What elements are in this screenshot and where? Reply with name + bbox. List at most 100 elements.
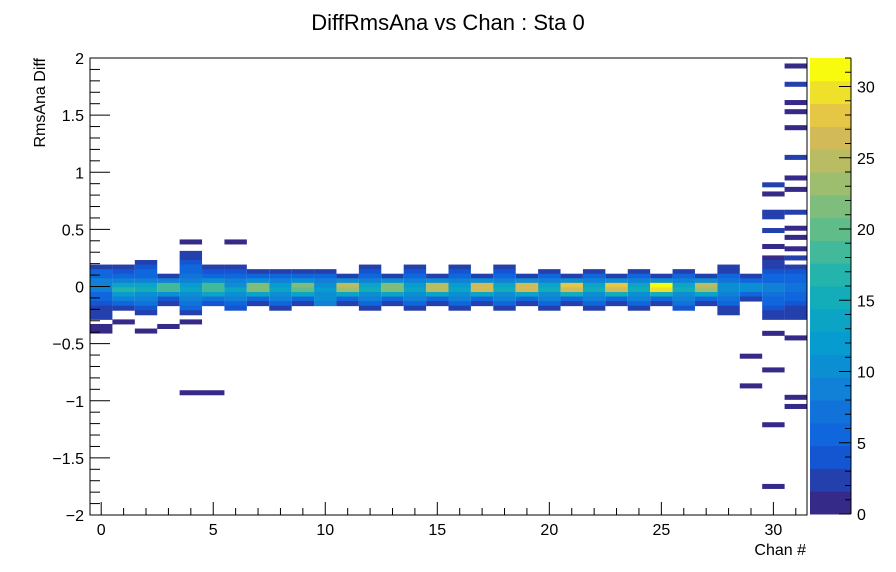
heatmap-cell bbox=[314, 269, 337, 275]
heatmap-cell bbox=[650, 287, 673, 293]
heatmap-cell bbox=[493, 273, 516, 279]
y-tick-label: 0.5 bbox=[62, 222, 84, 239]
heatmap-cell bbox=[694, 282, 718, 288]
heatmap-cell bbox=[448, 282, 471, 288]
heatmap-cell bbox=[448, 301, 471, 307]
heatmap-cell bbox=[112, 296, 135, 302]
heatmap-cell bbox=[762, 259, 785, 266]
heatmap-cell bbox=[90, 328, 113, 334]
heatmap-cell bbox=[314, 282, 337, 288]
heatmap-cell bbox=[762, 296, 785, 302]
heatmap-cell bbox=[157, 291, 180, 298]
heatmap-cell bbox=[784, 291, 807, 298]
heatmap-cell bbox=[291, 269, 315, 275]
heatmap-cell bbox=[291, 282, 315, 288]
heatmap-cell bbox=[426, 296, 449, 302]
heatmap-cell bbox=[538, 269, 561, 275]
color-scale-tick-label: 5 bbox=[857, 436, 866, 453]
color-scale-segment bbox=[810, 103, 851, 127]
heatmap-cell bbox=[291, 273, 315, 279]
heatmap-cell bbox=[717, 296, 740, 302]
heatmap-cell bbox=[605, 287, 628, 293]
color-scale-segment bbox=[810, 377, 851, 401]
heatmap-cell bbox=[493, 296, 516, 302]
heatmap-cell bbox=[179, 269, 203, 275]
heatmap-cell bbox=[762, 278, 785, 284]
heatmap-cell bbox=[112, 282, 135, 288]
heatmap-cell bbox=[179, 301, 203, 307]
heatmap-cell bbox=[403, 291, 427, 298]
heatmap-cell bbox=[784, 310, 807, 316]
heatmap-cell bbox=[134, 301, 158, 307]
heatmap-cell bbox=[560, 282, 583, 288]
heatmap-cell bbox=[762, 422, 785, 428]
heatmap-cell bbox=[157, 301, 180, 307]
heatmap-cell bbox=[358, 287, 382, 293]
y-axis: 2 1.5 1 0.5 0 −0.5 −1 −1.5 −2 bbox=[52, 51, 110, 525]
heatmap-cell bbox=[358, 305, 382, 311]
heatmap-cell bbox=[381, 296, 404, 302]
heatmap-cell bbox=[134, 282, 158, 288]
color-scale-segment bbox=[810, 80, 851, 105]
heatmap-cell bbox=[157, 278, 180, 284]
heatmap-cell bbox=[560, 291, 583, 298]
heatmap-cell bbox=[246, 296, 270, 302]
heatmap-cell bbox=[627, 269, 651, 275]
color-scale-segment bbox=[810, 286, 851, 310]
heatmap-cell bbox=[202, 282, 225, 288]
heatmap-cell bbox=[762, 191, 785, 197]
heatmap-cell bbox=[448, 273, 471, 279]
heatmap-cell bbox=[784, 305, 807, 311]
heatmap-cell bbox=[762, 367, 785, 373]
heatmap-cell bbox=[515, 291, 539, 298]
heatmap-cell bbox=[314, 291, 337, 298]
heatmap-cell bbox=[582, 287, 606, 293]
heatmap-cell bbox=[762, 214, 785, 220]
heatmap-cell bbox=[784, 314, 807, 320]
heatmap-cell bbox=[762, 264, 785, 270]
heatmap-cell bbox=[739, 296, 763, 302]
color-scale-segment bbox=[810, 263, 851, 287]
heatmap-cell bbox=[717, 291, 740, 298]
heatmap-cell bbox=[560, 301, 583, 307]
heatmap-cell bbox=[224, 273, 247, 279]
heatmap-cell bbox=[672, 269, 695, 275]
heatmap-cell bbox=[694, 278, 718, 284]
color-scale-segment bbox=[810, 217, 851, 241]
heatmap-cell bbox=[403, 264, 427, 270]
heatmap-cell bbox=[358, 264, 382, 270]
heatmap-cell bbox=[784, 186, 807, 192]
heatmap-cell bbox=[762, 301, 785, 307]
heatmap-cell bbox=[560, 273, 583, 279]
heatmap-cell bbox=[90, 278, 113, 284]
heatmap-cell bbox=[358, 301, 382, 307]
heatmap-cell bbox=[672, 273, 695, 279]
heatmap-cell bbox=[246, 269, 270, 275]
x-tick-label: 0 bbox=[97, 522, 106, 539]
heatmap-cell bbox=[90, 314, 113, 320]
heatmap-cell bbox=[426, 287, 449, 293]
heatmap-cell bbox=[224, 305, 247, 311]
heatmap-cell bbox=[538, 278, 561, 284]
heatmap-cell bbox=[650, 273, 673, 279]
heatmap-cell bbox=[650, 282, 673, 288]
heatmap-cell bbox=[112, 269, 135, 275]
heatmap-cell bbox=[246, 282, 270, 288]
heatmap-cell bbox=[694, 296, 718, 302]
heatmap-cell bbox=[358, 269, 382, 275]
heatmap-cell bbox=[246, 287, 270, 293]
heatmap-cell bbox=[739, 273, 763, 279]
heatmap-cell bbox=[246, 291, 270, 298]
heatmap-cell bbox=[202, 390, 225, 396]
heatmap-cell bbox=[627, 305, 651, 311]
heatmap-cell bbox=[314, 273, 337, 279]
heatmap-cell bbox=[336, 287, 359, 293]
heatmap-cell bbox=[134, 296, 158, 302]
y-tick-label: 0 bbox=[75, 280, 84, 297]
heatmap-cell bbox=[739, 291, 763, 298]
heatmap-cell bbox=[179, 250, 203, 256]
x-tick-label: 5 bbox=[209, 522, 218, 539]
heatmap-cell bbox=[762, 310, 785, 316]
heatmap-cell bbox=[762, 291, 785, 298]
y-tick-label: 1.5 bbox=[62, 108, 84, 125]
